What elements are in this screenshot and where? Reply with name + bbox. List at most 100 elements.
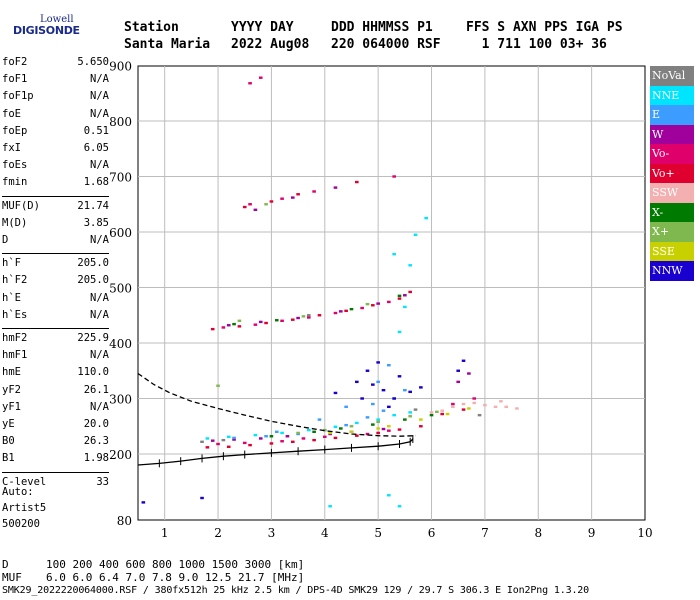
parameter-value: 0.51 [83, 124, 109, 137]
legend-item: E [650, 105, 694, 125]
x-tick-label: 7 [481, 526, 489, 540]
parameter-value: 26.3 [83, 435, 109, 448]
data-point [387, 494, 391, 497]
data-point [328, 431, 332, 435]
data-point [264, 435, 268, 438]
parameter-name: fmin [2, 176, 28, 189]
data-point [371, 383, 375, 386]
data-point [360, 306, 364, 310]
parameter-row: yE 20.0 [2, 418, 109, 435]
data-point [440, 412, 444, 416]
data-point [339, 427, 343, 430]
parameter-name: foEs [2, 159, 28, 172]
data-point [253, 433, 258, 437]
data-point [461, 408, 466, 411]
parameter-row: fxI 6.05 [2, 142, 109, 159]
data-point [419, 425, 423, 428]
parameter-name: foEp [2, 124, 28, 137]
data-point [504, 405, 509, 409]
parameter-name: h`E [2, 291, 21, 304]
parameter-name: B0 [2, 435, 15, 448]
data-point [472, 401, 477, 405]
parameter-value: N/A [90, 159, 109, 172]
data-point [232, 438, 236, 441]
header-value-station: Santa Maria [124, 37, 211, 52]
parameter-row: fmin 1.68 [2, 176, 109, 193]
auto-label: Auto: [2, 486, 34, 498]
data-point [419, 386, 423, 389]
x-tick-label: 1 [161, 526, 169, 540]
parameter-row: hmE 110.0 [2, 366, 109, 383]
data-point [210, 327, 215, 331]
data-point [296, 431, 300, 435]
auto-code: 500200 [2, 518, 40, 530]
data-point [397, 428, 402, 431]
data-point [237, 319, 242, 322]
data-point [365, 302, 370, 306]
trace-curve [137, 438, 414, 466]
data-point [306, 316, 311, 319]
parameter-name: hmF2 [2, 332, 28, 344]
y-tick-label: 800 [109, 115, 132, 129]
parameter-name: fxI [2, 142, 21, 154]
data-point [472, 397, 477, 400]
x-tick-label: 3 [268, 526, 276, 540]
data-point [387, 429, 391, 432]
data-point [232, 322, 236, 326]
data-point [344, 309, 348, 313]
parameter-row: yF2 26.1 [2, 384, 109, 401]
x-tick-label: 8 [534, 526, 542, 540]
data-point [429, 411, 434, 414]
profile-curve [137, 372, 416, 437]
data-point [200, 440, 204, 443]
auto-program: Artist5 [2, 502, 47, 514]
data-point [376, 302, 380, 305]
x-tick-label: 5 [374, 526, 382, 540]
parameter-row: C-level 33 [2, 476, 109, 493]
parameter-name: h`Es [2, 308, 28, 321]
parameter-row: hmF1 N/A [2, 349, 109, 366]
footer-d-values: 100 200 400 600 800 1000 1500 3000 [km] [46, 558, 305, 571]
parameter-value: 205.0 [77, 257, 109, 270]
data-point [445, 412, 450, 416]
data-point [258, 437, 263, 440]
y-tick-label: 200 [109, 448, 132, 462]
data-point [387, 300, 391, 304]
parameter-row: foEs N/A [2, 159, 109, 176]
data-point [280, 319, 284, 322]
data-point [200, 496, 204, 500]
data-point [408, 290, 412, 294]
data-point [376, 380, 380, 384]
data-point [226, 445, 231, 448]
data-point [258, 76, 263, 79]
data-point [387, 425, 391, 428]
data-point [269, 442, 274, 445]
parameter-row: M(D) 3.85 [2, 217, 109, 234]
parameter-value: N/A [90, 73, 109, 86]
data-point [333, 425, 338, 429]
parameter-value: N/A [90, 400, 109, 413]
data-point [344, 405, 348, 409]
parameter-value: 26.1 [83, 383, 109, 396]
footer-d-label: D [2, 558, 9, 571]
data-point [248, 443, 252, 447]
parameter-value: 1.98 [83, 452, 109, 465]
parameter-value: N/A [90, 90, 109, 103]
parameter-value: 1.68 [83, 176, 109, 189]
parameter-row: foF2 5.650 [2, 56, 109, 73]
parameter-name: foE [2, 107, 21, 120]
data-point [381, 409, 386, 412]
data-point [312, 430, 316, 433]
data-point [419, 418, 423, 421]
y-tick-label: 600 [109, 226, 132, 240]
parameter-value: N/A [90, 234, 109, 246]
parameter-name: foF1 [2, 73, 28, 86]
data-point [205, 437, 210, 440]
data-point [381, 427, 386, 431]
data-point [349, 425, 354, 428]
data-point [296, 316, 300, 320]
parameter-row: h`F2 205.0 [2, 274, 109, 291]
data-point [141, 501, 146, 504]
parameter-value: N/A [90, 308, 109, 321]
legend-item: X- [650, 202, 694, 222]
